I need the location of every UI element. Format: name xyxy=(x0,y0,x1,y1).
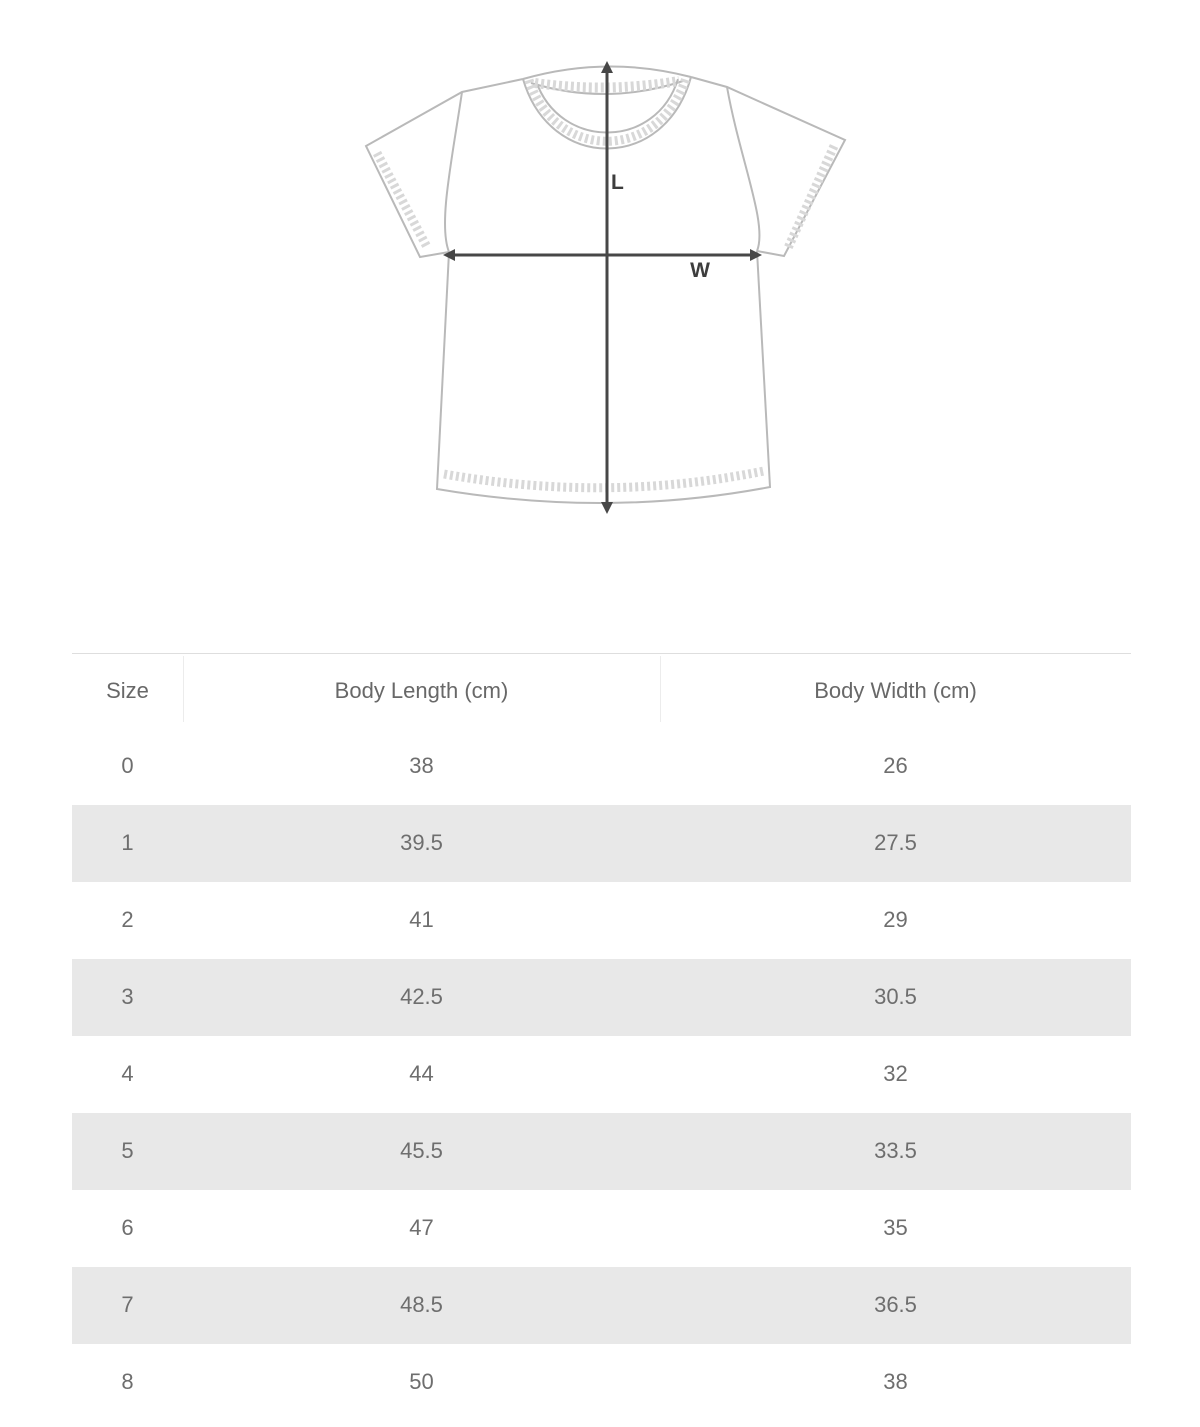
body-width-cell: 35 xyxy=(883,1215,908,1240)
table-row: 5 45.5 33.5 xyxy=(72,1112,1131,1190)
body-width-cell: 30.5 xyxy=(874,984,917,1009)
column-header-size: Size xyxy=(72,653,183,728)
hem-stitch xyxy=(443,466,765,493)
size-cell: 0 xyxy=(121,753,134,778)
tshirt-measurement-diagram: L W xyxy=(355,48,850,528)
length-dimension-label: L xyxy=(611,171,624,194)
header-row: Size Body Length (cm) Body Width (cm) xyxy=(72,653,1131,728)
size-chart-body: 0 38 26 1 39.5 27.5 2 41 29 3 42.5 30.5 4 44 32 5 45.5 33… xyxy=(72,728,1131,1421)
column-header-body-width: Body Width (cm) xyxy=(660,653,1131,728)
size-cell: 7 xyxy=(121,1292,134,1317)
size-chart-header: Size Body Length (cm) Body Width (cm) xyxy=(72,653,1131,728)
right-sleeve xyxy=(690,76,847,258)
body-length-cell: 48.5 xyxy=(400,1292,443,1317)
body-length-cell: 42.5 xyxy=(400,984,443,1009)
left-sleeve xyxy=(364,78,524,259)
size-cell: 4 xyxy=(121,1061,134,1086)
body-length-cell: 45.5 xyxy=(400,1138,443,1163)
body-width-cell: 29 xyxy=(883,907,908,932)
size-cell: 5 xyxy=(121,1138,134,1163)
table-row: 4 44 32 xyxy=(72,1036,1131,1113)
body-width-cell: 38 xyxy=(883,1369,908,1394)
table-row: 2 41 29 xyxy=(72,882,1131,959)
size-cell: 1 xyxy=(121,830,134,855)
table-row: 1 39.5 27.5 xyxy=(72,804,1131,882)
body-width-cell: 27.5 xyxy=(874,830,917,855)
table-row: 3 42.5 30.5 xyxy=(72,958,1131,1036)
right-sleeve-stitch xyxy=(783,144,839,250)
body-length-cell: 38 xyxy=(409,753,434,778)
column-header-body-length: Body Length (cm) xyxy=(183,653,660,728)
body-width-cell: 33.5 xyxy=(874,1138,917,1163)
body-length-cell: 47 xyxy=(409,1215,434,1240)
size-cell: 6 xyxy=(121,1215,134,1240)
width-dimension-label: W xyxy=(690,259,710,282)
collar-ribbing-stitch xyxy=(524,76,691,146)
body-length-cell: 44 xyxy=(409,1061,434,1086)
tshirt-diagram-svg: L W xyxy=(364,61,847,514)
body-width-cell: 26 xyxy=(883,753,908,778)
table-row: 6 47 35 xyxy=(72,1190,1131,1267)
body-width-cell: 32 xyxy=(883,1061,908,1086)
left-sleeve-stitch xyxy=(373,150,431,250)
size-cell: 3 xyxy=(121,984,134,1009)
size-chart-table: Size Body Length (cm) Body Width (cm) 0 3… xyxy=(72,653,1131,1421)
size-cell: 8 xyxy=(121,1369,134,1394)
body-length-cell: 50 xyxy=(409,1369,434,1394)
width-arrow xyxy=(443,249,762,261)
body-length-cell: 39.5 xyxy=(400,830,443,855)
length-arrow xyxy=(601,61,613,514)
left-armhole-seam xyxy=(444,91,463,253)
right-armhole-seam xyxy=(726,86,761,252)
body-length-cell: 41 xyxy=(409,907,434,932)
table-row: 7 48.5 36.5 xyxy=(72,1266,1131,1344)
body-width-cell: 36.5 xyxy=(874,1292,917,1317)
body-outline xyxy=(435,250,772,505)
table-row: 0 38 26 xyxy=(72,728,1131,805)
size-cell: 2 xyxy=(121,907,134,932)
table-row: 8 50 38 xyxy=(72,1344,1131,1421)
